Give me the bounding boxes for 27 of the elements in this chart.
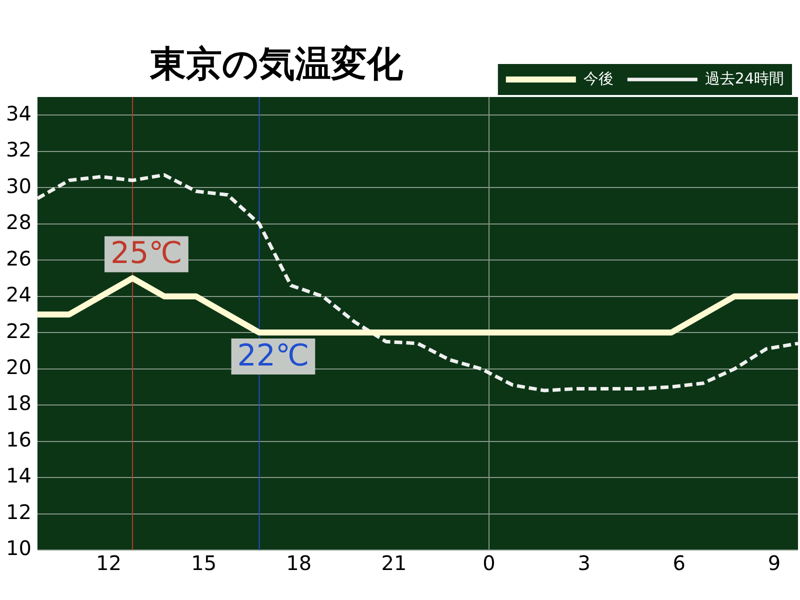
line-series: [37, 173, 798, 392]
y-tick-label: 34: [6, 101, 32, 126]
x-tick-label: 15: [191, 551, 217, 576]
x-tick-label: 9: [768, 551, 781, 576]
y-tick-label: 18: [6, 391, 32, 416]
y-tick-label: 10: [6, 536, 32, 560]
x-tick-label: 18: [286, 551, 312, 576]
y-tick-label: 32: [6, 138, 32, 162]
x-tick-label: 12: [96, 551, 122, 576]
y-tick-label: 28: [6, 210, 32, 234]
y-tick-label: 20: [6, 355, 32, 380]
chart-title: 東京の気温変化: [150, 43, 403, 87]
y-tick-label: 12: [6, 500, 32, 524]
y-tick-label: 30: [6, 174, 32, 198]
x-tick-label: 6: [672, 551, 686, 576]
annotation: 25℃: [110, 236, 182, 271]
legend-label: 過去24時間: [704, 69, 784, 88]
y-tick-label: 24: [6, 282, 32, 307]
legend-label: 今後: [583, 69, 614, 88]
y-tick-label: 14: [6, 464, 32, 488]
x-tick-label: 0: [482, 551, 496, 576]
y-tick-label: 22: [6, 318, 32, 343]
y-tick-label: 26: [6, 246, 32, 270]
x-tick-label: 21: [381, 551, 407, 576]
y-tick-label: 16: [6, 427, 32, 452]
annotation: 22℃: [237, 338, 310, 374]
x-tick-label: 3: [578, 551, 590, 576]
